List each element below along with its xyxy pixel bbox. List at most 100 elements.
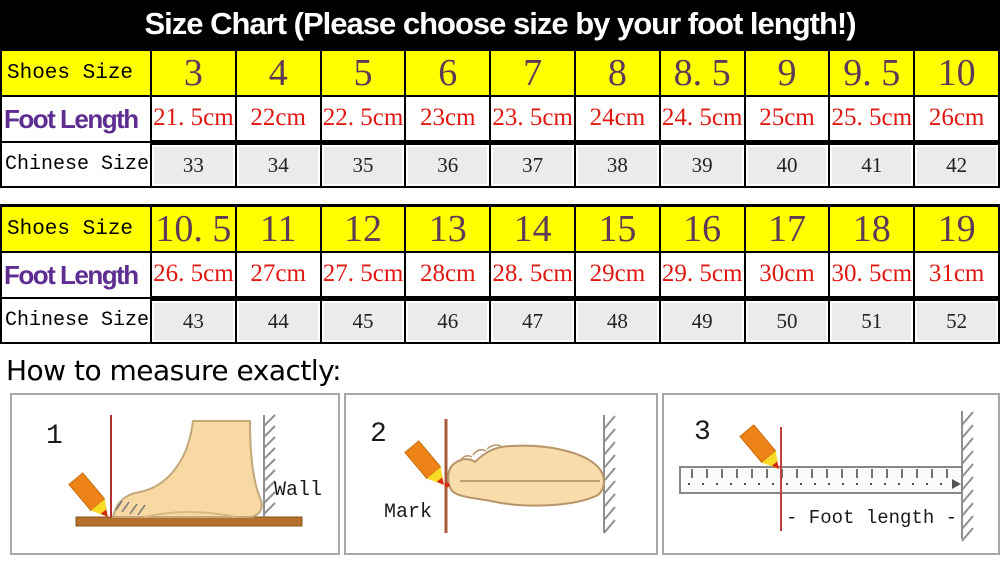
wall-hatch-icon	[603, 415, 616, 534]
page-title: Size Chart (Please choose size by your f…	[144, 6, 856, 41]
chinese-size-value: 40	[743, 139, 831, 188]
shoes-size-value: 3	[150, 48, 237, 97]
chinese-size-value: 50	[743, 295, 831, 344]
foot-length-value: 22. 5cm	[319, 95, 407, 143]
panel-number: 1	[46, 421, 63, 452]
chinese-size-value: 44	[234, 295, 322, 344]
shoes-size-value: 6	[404, 48, 492, 97]
shoes-size-value: 13	[404, 204, 492, 253]
shoes-size-value: 11	[234, 204, 322, 253]
shoes-size-label: Shoes Size	[0, 204, 152, 253]
foot-top-view-illustration: 2 Mark	[370, 415, 616, 534]
shoes-size-row: Shoes Size 3 4 5 6 7 8 8. 5 9 9. 5 10	[0, 48, 1000, 97]
pencil-icon	[404, 440, 444, 485]
foot-length-value: 28cm	[404, 251, 492, 299]
foot-length-value: 29. 5cm	[658, 251, 746, 299]
mark-label: Mark	[384, 501, 432, 524]
chinese-size-value: 47	[489, 295, 576, 344]
shoes-size-label: Shoes Size	[0, 48, 152, 97]
foot-arch-line	[143, 511, 237, 518]
measure-panels: 1 Wall 2	[10, 393, 1000, 555]
chinese-size-value: 49	[658, 295, 746, 344]
foot-length-value: 21. 5cm	[150, 95, 237, 143]
shoes-size-value: 10	[913, 48, 1000, 97]
foot-length-value: 22cm	[234, 95, 322, 143]
foot-length-value: 25cm	[743, 95, 831, 143]
measure-panel-1: 1 Wall	[10, 393, 340, 555]
foot-length-value: 29cm	[573, 251, 661, 299]
ruler-illustration: 3 - Foot length -	[679, 411, 974, 542]
shoes-size-value: 8. 5	[658, 48, 746, 97]
wall-label: Wall	[274, 479, 322, 502]
size-table-2: Shoes Size 10. 5 11 12 13 14 15 16 17 18…	[0, 204, 1000, 344]
shoes-size-value: 8	[573, 48, 661, 97]
floor-line	[75, 516, 303, 527]
foot-length-value: 31cm	[913, 251, 1000, 299]
title-bar: Size Chart (Please choose size by your f…	[0, 0, 1000, 48]
shoes-size-value: 4	[234, 48, 322, 97]
foot-top-shape	[447, 444, 605, 507]
shoes-size-row: Shoes Size 10. 5 11 12 13 14 15 16 17 18…	[0, 204, 1000, 253]
foot-length-value: 25. 5cm	[828, 95, 916, 143]
foot-length-value: 24. 5cm	[658, 95, 746, 143]
shoes-size-value: 12	[319, 204, 407, 253]
ruler-body	[679, 466, 963, 494]
foot-length-value: 26cm	[913, 95, 1000, 143]
size-table-1: Shoes Size 3 4 5 6 7 8 8. 5 9 9. 5 10 Fo…	[0, 48, 1000, 188]
chinese-size-row: Chinese Size 43 44 45 46 47 48 49 50 51 …	[0, 295, 1000, 344]
wall-hatch-icon	[961, 411, 974, 542]
shoes-size-value: 9	[743, 48, 831, 97]
foot-length-value: 24cm	[573, 95, 661, 143]
pencil-icon	[68, 472, 108, 517]
foot-length-value: 28. 5cm	[489, 251, 576, 299]
shoes-size-value: 17	[743, 204, 831, 253]
chinese-size-value: 41	[828, 139, 916, 188]
table-spacer	[0, 188, 1000, 204]
wall-hatch-icon	[263, 414, 276, 517]
chinese-size-value: 34	[234, 139, 322, 188]
chinese-size-value: 52	[913, 295, 1000, 344]
chinese-size-value: 37	[489, 139, 576, 188]
shoes-size-value: 19	[913, 204, 1000, 253]
shoes-size-value: 5	[319, 48, 407, 97]
foot-length-value: 26. 5cm	[150, 251, 237, 299]
shoes-size-value: 9. 5	[828, 48, 916, 97]
pencil-icon	[739, 424, 779, 469]
chinese-size-label: Chinese Size	[0, 141, 152, 188]
toe-marks	[458, 444, 502, 463]
shoes-size-value: 7	[489, 48, 576, 97]
shoes-size-value: 16	[658, 204, 746, 253]
chinese-size-value: 46	[404, 295, 492, 344]
chinese-size-value: 45	[319, 295, 407, 344]
panel-number: 2	[370, 419, 387, 450]
foot-side-shape	[112, 420, 263, 518]
foot-side-view-illustration: 1 Wall	[46, 414, 322, 527]
chinese-size-value: 42	[913, 139, 1000, 188]
panel-number: 3	[694, 417, 711, 448]
chinese-size-value: 33	[150, 139, 237, 188]
arrow-icon	[952, 479, 961, 489]
foot-length-value: 23cm	[404, 95, 492, 143]
foot-length-value: 27cm	[234, 251, 322, 299]
foot-length-row: Foot Length 21. 5cm 22cm 22. 5cm 23cm 23…	[0, 95, 1000, 143]
foot-length-label: Foot Length	[0, 251, 152, 299]
chinese-size-value: 48	[573, 295, 661, 344]
chinese-size-value: 43	[150, 295, 237, 344]
toe-marks	[115, 500, 146, 516]
chinese-size-value: 36	[404, 139, 492, 188]
foot-length-value: 30. 5cm	[828, 251, 916, 299]
measure-panel-3: 3 - Foot length -	[662, 393, 1000, 555]
shoes-size-value: 10. 5	[150, 204, 237, 253]
foot-length-value: 23. 5cm	[489, 95, 576, 143]
chinese-size-label: Chinese Size	[0, 297, 152, 344]
foot-length-value: 27. 5cm	[319, 251, 407, 299]
chinese-size-value: 38	[573, 139, 661, 188]
shoes-size-value: 14	[489, 204, 576, 253]
chinese-size-value: 39	[658, 139, 746, 188]
shoes-size-value: 18	[828, 204, 916, 253]
mark-dot	[444, 482, 450, 488]
measure-heading: How to measure exactly:	[6, 354, 342, 387]
foot-length-row: Foot Length 26. 5cm 27cm 27. 5cm 28cm 28…	[0, 251, 1000, 299]
foot-length-label: Foot Length	[0, 95, 152, 143]
chinese-size-row: Chinese Size 33 34 35 36 37 38 39 40 41 …	[0, 139, 1000, 188]
